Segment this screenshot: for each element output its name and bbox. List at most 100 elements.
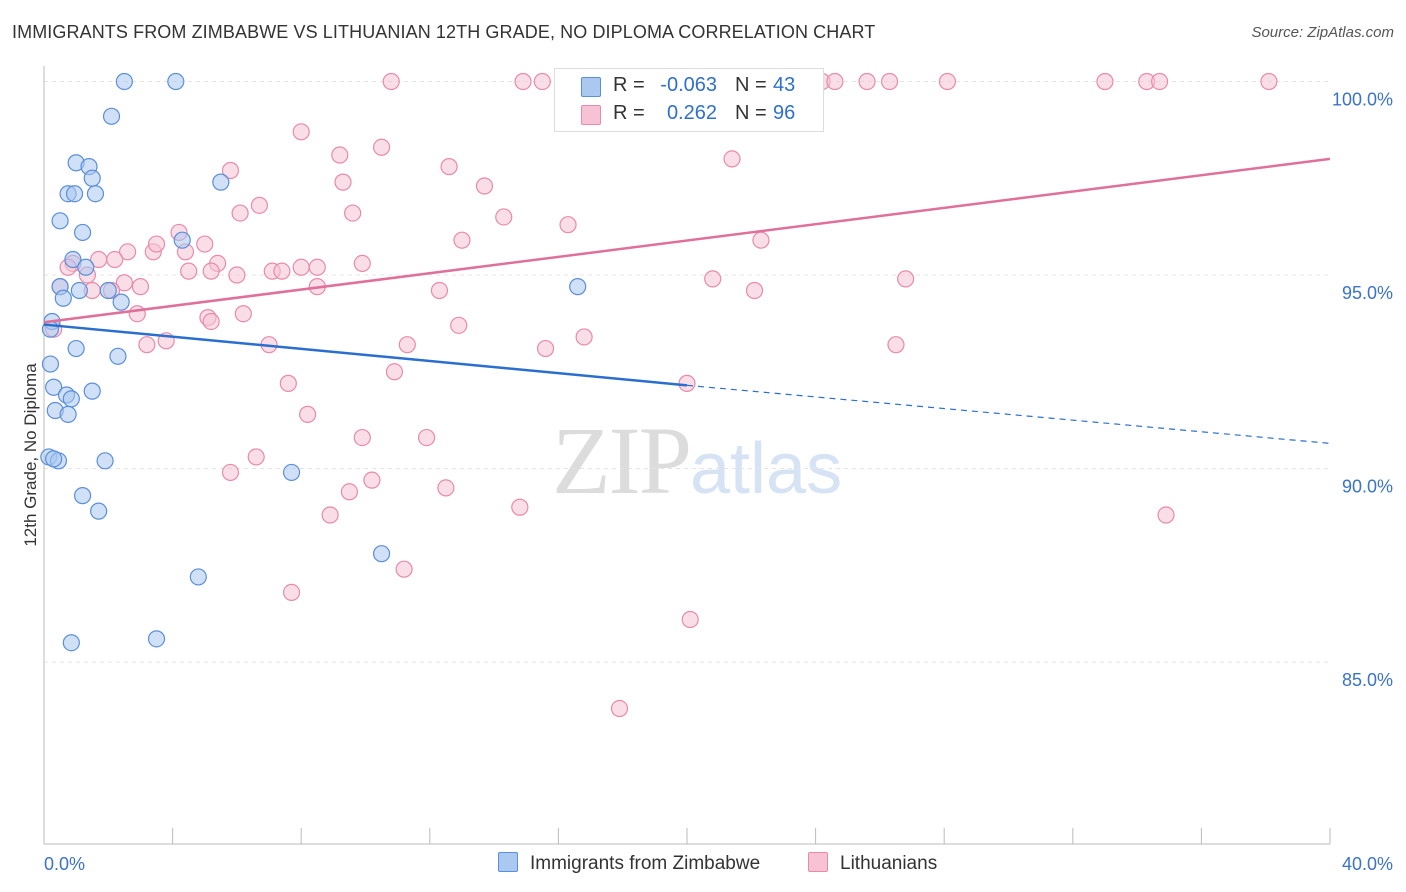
zimbabwe-series: [40, 72, 587, 652]
lithuanian-point: [723, 150, 741, 168]
lithuanian-point: [559, 216, 577, 234]
zimbabwe-trend-extension: [686, 384, 1331, 444]
correlation-legend: R = -0.063 N = 43 R = 0.262 N = 96: [554, 68, 824, 132]
n-value: 96: [773, 102, 796, 124]
r-value: 0.262: [666, 102, 717, 124]
lithuanian-point: [231, 204, 249, 222]
zimbabwe-point: [45, 450, 63, 468]
zimbabwe-swatch: [498, 852, 518, 872]
lithuanian-point: [511, 498, 529, 516]
lithuanian-point: [897, 270, 915, 288]
x-tick-label: 0.0%: [44, 854, 85, 874]
zimbabwe-point: [70, 281, 88, 300]
zimbabwe-point: [54, 289, 72, 307]
lithuanian-point: [334, 173, 352, 191]
watermark-zip: ZIP: [552, 407, 692, 514]
lithuanian-point: [475, 177, 494, 195]
lithuanian-point: [180, 262, 198, 280]
lithuanian-point: [430, 281, 449, 300]
lithuanian-point: [1157, 506, 1175, 524]
lithuanian-point: [678, 374, 696, 392]
y-tick-label: 85.0%: [1342, 670, 1393, 690]
lithuanian-point: [221, 463, 240, 482]
lithuanian-point: [417, 428, 436, 447]
lithuanian-point: [273, 262, 291, 280]
legend-row-lithuanians: R = 0.262 N = 96: [555, 100, 823, 128]
legend-label-lithuanians: Lithuanians: [840, 853, 938, 874]
lithuanian-point: [752, 231, 770, 249]
legend-item-lithuanians: Lithuanians: [808, 852, 937, 875]
zimbabwe-point: [83, 169, 101, 187]
zimbabwe-point: [73, 487, 92, 505]
lithuanian-point: [495, 208, 513, 226]
lithuanian-point: [745, 281, 764, 300]
y-tick-label: 90.0%: [1342, 477, 1393, 497]
lithuanian-point: [147, 235, 166, 253]
zimbabwe-point: [372, 545, 391, 563]
lithuanian-point: [1260, 72, 1278, 91]
zimbabwe-point: [51, 212, 69, 230]
lithuanian-point: [234, 305, 252, 323]
n-value: 43: [773, 74, 796, 96]
lithuanian-point: [453, 231, 471, 249]
lithuanian-point: [292, 258, 310, 276]
lithuanian-point: [292, 123, 310, 141]
lithuanian-point: [106, 250, 124, 269]
zimbabwe-point: [112, 293, 130, 311]
lithuanian-point: [437, 479, 455, 497]
lithuanian-point: [533, 72, 551, 91]
lithuanian-point: [282, 583, 301, 602]
r-label: R =: [613, 74, 645, 96]
lithuanian-point: [858, 72, 876, 91]
lithuanian-point: [308, 258, 326, 276]
lithuanian-point: [247, 448, 265, 466]
lithuanian-point: [344, 204, 362, 222]
source-label: Source: ZipAtlas.com: [1251, 24, 1394, 41]
lithuanian-point: [704, 270, 722, 288]
n-label: N =: [735, 74, 767, 96]
lithuanian-point: [321, 506, 339, 524]
lithuanian-point: [440, 158, 458, 176]
y-tick-label: 100.0%: [1332, 89, 1393, 109]
zimbabwe-point: [99, 281, 117, 300]
lithuanian-point: [299, 405, 317, 423]
zimbabwe-point: [147, 630, 166, 648]
lithuanian-point: [826, 72, 844, 91]
lithuanian-point: [575, 328, 593, 346]
zimbabwe-point: [86, 185, 105, 203]
lithuanian-point: [331, 146, 349, 164]
lithuanian-point: [880, 72, 899, 91]
zimbabwe-point: [59, 405, 77, 423]
zimbabwe-swatch: [581, 77, 601, 97]
zimbabwe-point: [67, 339, 85, 358]
lithuanian-point: [372, 138, 391, 156]
lithuanian-point: [128, 305, 146, 323]
lithuanians-swatch: [808, 852, 828, 872]
lithuanian-point: [1151, 72, 1169, 91]
lithuanian-point: [681, 610, 699, 629]
lithuanian-point: [279, 374, 297, 392]
zimbabwe-point: [569, 278, 587, 296]
zimbabwe-point: [115, 72, 133, 91]
zipatlas-watermark: ZIPatlas: [552, 405, 842, 516]
n-label: N =: [735, 102, 767, 124]
legend-label-zimbabwe: Immigrants from Zimbabwe: [530, 853, 761, 874]
lithuanian-point: [395, 560, 413, 578]
zimbabwe-point: [64, 250, 82, 269]
lithuanian-point: [228, 266, 246, 284]
lithuanian-series: [45, 72, 1278, 718]
lithuanians-swatch: [581, 105, 601, 125]
zimbabwe-point: [73, 223, 92, 242]
lithuanian-point: [514, 72, 532, 91]
lithuanian-point: [118, 243, 137, 261]
lithuanian-point: [1096, 72, 1114, 91]
zimbabwe-point: [90, 502, 108, 520]
zimbabwe-point: [62, 390, 80, 408]
r-value: -0.063: [660, 74, 717, 96]
zimbabwe-point: [102, 107, 121, 125]
zimbabwe-point: [109, 347, 127, 365]
lithuanian-point: [340, 483, 359, 501]
zimbabwe-point: [167, 72, 185, 91]
lithuanian-point: [353, 254, 371, 273]
lithuanian-point: [131, 278, 150, 296]
